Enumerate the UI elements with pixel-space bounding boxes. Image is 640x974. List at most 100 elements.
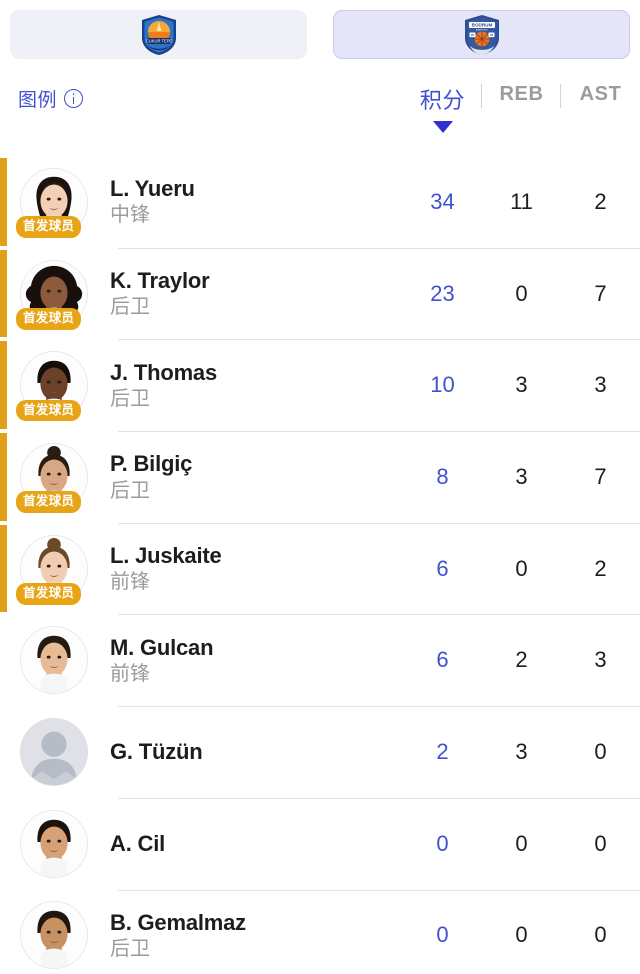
player-stat-ast: 3 xyxy=(594,647,607,673)
svg-text:20: 20 xyxy=(470,33,474,37)
legend-label: 图例 xyxy=(18,90,58,111)
player-info: J. Thomas 后卫 xyxy=(110,360,403,411)
starter-indicator-bar xyxy=(0,524,7,613)
player-stat-pts: 6 xyxy=(436,647,449,673)
player-stat-ast: 0 xyxy=(594,738,607,764)
player-row[interactable]: 首发球员 L. Juskaite 前锋 6 0 2 xyxy=(0,522,640,615)
player-name: G. Tüzün xyxy=(110,739,203,765)
player-name: J. Thomas xyxy=(110,359,218,385)
player-stat-reb: 0 xyxy=(515,280,528,306)
player-name: M. Gulcan xyxy=(110,634,214,660)
player-stat-pts: 2 xyxy=(436,738,449,764)
home-team-crest-svg: CUKUR TEPE xyxy=(141,14,176,55)
player-stat-ast: 2 xyxy=(594,555,607,581)
player-row[interactable]: 首发球员 L. Yueru 中锋 34 11 2 xyxy=(0,156,640,248)
home-team-crest-icon: CUKUR TEPE xyxy=(140,14,178,56)
player-stat-reb: 2 xyxy=(515,647,528,673)
sort-descending-icon[interactable] xyxy=(432,121,453,133)
player-stat-pts: 6 xyxy=(436,555,449,581)
player-position: 前锋 xyxy=(110,571,150,594)
player-stat-reb: 0 xyxy=(515,830,528,856)
player-stat-reb: 3 xyxy=(515,738,528,764)
avatar: 首发球员 xyxy=(16,259,88,330)
player-stat-cells: 0 0 0 xyxy=(403,831,640,857)
column-header-pts[interactable]: 积分 xyxy=(403,68,482,133)
player-row[interactable]: A. Cil 0 0 0 xyxy=(0,797,640,890)
player-avatar-image xyxy=(20,626,88,695)
player-photo xyxy=(21,627,87,694)
player-row[interactable]: M. Gulcan 前锋 6 2 3 xyxy=(0,614,640,706)
player-photo xyxy=(21,810,87,877)
starter-indicator-bar xyxy=(0,158,7,246)
column-header-ast-label: AST xyxy=(579,83,622,105)
player-stat-pts: 10 xyxy=(430,372,455,398)
starter-badge: 首发球员 xyxy=(16,399,82,422)
player-name: P. Bilgiç xyxy=(110,451,193,477)
tab-team-home[interactable]: CUKUR TEPE xyxy=(10,10,307,59)
svg-text:BODRUM: BODRUM xyxy=(471,22,492,27)
player-row[interactable]: G. Tüzün 2 3 0 xyxy=(0,706,640,798)
player-stat-cells: 2 3 0 xyxy=(403,739,640,765)
starter-indicator-bar xyxy=(0,341,7,430)
svg-text:22: 22 xyxy=(489,33,493,37)
bodrum-crest-svg: BODRUM BASKETBOL 20 22 xyxy=(464,14,499,55)
placeholder-avatar-icon xyxy=(21,718,87,785)
player-position: 后卫 xyxy=(110,387,150,410)
starter-badge: 首发球员 xyxy=(16,216,82,238)
avatar xyxy=(20,626,88,695)
player-stat-pts: 34 xyxy=(430,188,455,214)
player-stat-reb: 0 xyxy=(515,555,528,581)
player-row[interactable]: 首发球员 J. Thomas 后卫 10 3 3 xyxy=(0,339,640,431)
player-stat-cells: 0 0 0 xyxy=(403,922,640,948)
player-stat-reb: 11 xyxy=(510,188,533,214)
player-info: L. Yueru 中锋 xyxy=(110,176,403,227)
player-stats-list: 首发球员 L. Yueru 中锋 34 11 2 首发球员 K. Traylor 后卫 23 0 7 首… xyxy=(0,156,640,974)
starter-badge: 首发球员 xyxy=(16,491,82,513)
bodrum-crest-icon: BODRUM BASKETBOL 20 22 xyxy=(463,14,501,56)
player-stat-ast: 2 xyxy=(594,188,607,214)
svg-text:CUKUR TEPE: CUKUR TEPE xyxy=(145,38,172,43)
avatar xyxy=(20,809,88,878)
starter-badge: 首发球员 xyxy=(16,308,82,330)
info-icon[interactable] xyxy=(64,89,84,108)
player-avatar-image xyxy=(20,901,88,970)
player-position: 前锋 xyxy=(110,662,150,685)
column-header-reb[interactable]: REB xyxy=(481,68,561,108)
player-name: L. Juskaite xyxy=(110,542,222,568)
player-stat-reb: 3 xyxy=(515,372,528,398)
avatar: 首发球员 xyxy=(16,534,88,605)
team-tab-bar: CUKUR TEPE BODRUM BASKETBOL 20 22 xyxy=(0,0,640,68)
column-header-ast[interactable]: AST xyxy=(560,68,640,108)
player-stat-pts: 0 xyxy=(436,830,449,856)
player-name: L. Yueru xyxy=(110,176,195,202)
player-row[interactable]: 首发球员 K. Traylor 后卫 23 0 7 xyxy=(0,247,640,340)
player-stat-pts: 8 xyxy=(436,463,449,489)
player-position: 中锋 xyxy=(110,204,150,227)
placeholder-avatar-icon xyxy=(20,717,88,786)
tab-team-bodrum[interactable]: BODRUM BASKETBOL 20 22 xyxy=(333,10,630,59)
player-stat-reb: 0 xyxy=(515,922,528,948)
player-info: A. Cil xyxy=(110,831,403,856)
player-name: A. Cil xyxy=(110,831,166,856)
player-stat-cells: 6 0 2 xyxy=(403,556,640,582)
player-info: G. Tüzün xyxy=(110,739,403,764)
column-header-reb-label: REB xyxy=(499,83,544,105)
stats-table-header: 图例 积分 REB AST xyxy=(0,68,640,156)
player-stat-ast: 7 xyxy=(594,280,607,306)
player-name: B. Gemalmaz xyxy=(110,909,246,935)
stat-column-headers: 积分 REB AST xyxy=(403,68,640,156)
svg-text:BASKETBOL: BASKETBOL xyxy=(475,28,488,31)
avatar xyxy=(20,717,88,786)
player-row[interactable]: B. Gemalmaz 后卫 0 0 0 xyxy=(0,889,640,974)
player-row[interactable]: 首发球员 P. Bilgiç 后卫 8 3 7 xyxy=(0,431,640,523)
player-stat-cells: 10 3 3 xyxy=(403,372,640,398)
avatar: 首发球员 xyxy=(16,351,88,422)
player-stat-cells: 23 0 7 xyxy=(403,281,640,307)
player-stat-ast: 0 xyxy=(594,922,607,948)
legend-button[interactable]: 图例 xyxy=(18,85,84,112)
starter-indicator-bar xyxy=(0,249,7,338)
column-header-pts-label: 积分 xyxy=(419,88,466,113)
avatar: 首发球员 xyxy=(16,442,88,513)
starter-indicator-bar xyxy=(0,433,7,521)
player-stat-cells: 34 11 2 xyxy=(403,189,640,215)
